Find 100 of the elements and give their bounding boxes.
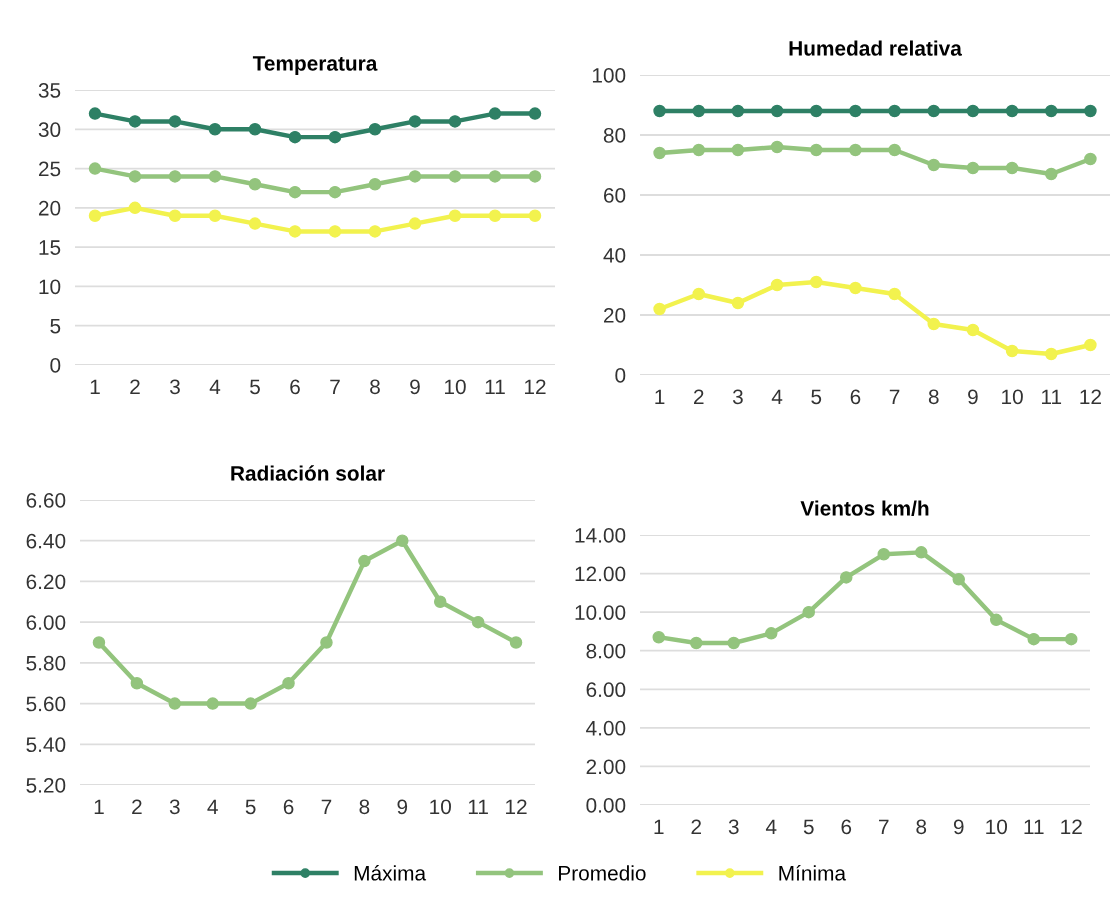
legend-label: Promedio [559,865,646,881]
point [914,546,928,559]
point [528,209,542,222]
x-tick-label: 3 [728,819,739,835]
x-tick-label: 1 [655,389,665,404]
y-tick-label: 6.20 [26,574,66,590]
point [408,217,422,230]
point [731,104,745,118]
chart-title: Temperatura [252,56,378,75]
x-tick-label: 5 [811,389,822,405]
point [368,178,382,191]
y-tick-label: 15 [39,240,61,255]
legend-label: Mínima [779,865,847,881]
point [888,143,901,157]
point [809,143,823,157]
y-tick-label: 6.00 [26,615,66,630]
point [802,605,816,619]
x-tick-label: 1 [654,819,664,834]
point [168,170,182,183]
point [244,697,257,710]
x-tick-label: 6 [283,799,294,815]
point [849,104,862,118]
point [888,104,901,118]
point [208,123,222,136]
x-tick-label: 8 [370,379,380,395]
x-tick-label: 4 [765,819,777,834]
point [1084,152,1097,166]
point [248,217,262,230]
x-tick-label: 8 [916,819,927,835]
point [396,534,409,547]
point [368,225,382,238]
point [1044,167,1058,181]
point [168,115,182,128]
x-tick-label: 10 [430,799,451,815]
point [849,281,862,295]
y-tick-label: 6.40 [26,533,66,549]
point [731,296,745,310]
y-tick-label: 80 [603,128,626,143]
point [888,287,901,301]
x-tick-label: 1 [94,799,104,814]
x-tick-label: 5 [245,799,256,815]
y-tick-label: 2.00 [586,759,626,775]
point [966,161,980,175]
y-tick-label: 60 [604,188,626,203]
y-tick-label: 40 [603,248,626,263]
chart-title: Radiación solar [231,465,385,481]
legend-label: Máxima [354,865,427,881]
point [368,123,382,136]
point [689,636,703,650]
x-tick-label: 11 [1042,389,1062,404]
point [208,170,222,183]
x-tick-label: 5 [803,819,814,835]
y-tick-label: 6.60 [26,493,66,508]
y-tick-label: 25 [38,161,61,177]
point [320,636,333,649]
x-tick-label: 10 [1002,389,1023,405]
point [966,104,980,118]
point [1005,161,1019,175]
x-tick-label: 2 [130,379,140,394]
point [764,627,778,640]
point [448,170,462,183]
point [282,676,295,690]
point [88,107,102,120]
x-tick-label: 10 [986,819,1008,835]
point [927,104,941,118]
y-tick-label: 4.00 [586,720,626,736]
y-tick-label: 20 [603,308,626,323]
x-tick-label: 7 [879,819,889,834]
point [130,676,144,690]
x-tick-label: 12 [1080,389,1101,404]
point [528,170,542,183]
point [652,630,666,644]
point [328,130,342,144]
point [288,185,302,199]
point [248,123,262,136]
y-tick-label: 8.00 [586,643,626,659]
point [408,170,422,183]
x-tick-label: 9 [968,389,978,405]
point [877,548,891,561]
y-tick-label: 5.40 [26,737,66,753]
x-tick-label: 12 [506,799,527,814]
y-tick-label: 20 [38,200,61,216]
chart-title: Humedad relativa [789,40,962,56]
y-tick-label: 10.00 [575,605,626,620]
x-tick-label: 11 [1024,819,1044,834]
point [408,115,422,128]
point [288,130,302,144]
x-tick-label: 6 [290,379,300,395]
point [692,104,706,118]
point [1084,338,1097,352]
x-tick-label: 6 [841,819,852,835]
y-tick-label: 14.00 [575,528,626,543]
point [653,146,666,160]
y-tick-label: 12.00 [575,566,626,582]
chart-title: Vientos km/h [800,500,929,516]
point [770,140,784,154]
point [128,170,142,183]
point [328,185,342,199]
x-tick-label: 5 [250,379,260,395]
point [952,573,966,586]
